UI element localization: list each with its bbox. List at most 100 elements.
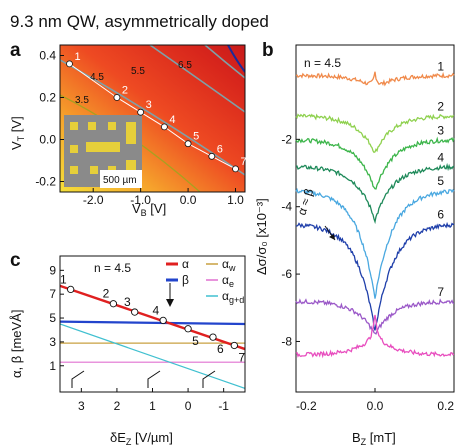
alpha-point bbox=[184, 325, 192, 333]
panel-c-xlabel: δEZ [V/µm] bbox=[110, 430, 173, 447]
gate-point-label: 1 bbox=[74, 51, 80, 63]
panel-c-annotation: n = 4.5 bbox=[94, 261, 131, 275]
gate-point bbox=[137, 108, 145, 116]
panel-a-points: 1 2 3 4 5 6 7 bbox=[66, 51, 247, 173]
y-tick-label: 0.4 bbox=[39, 49, 56, 63]
y-tick-label: -6 bbox=[281, 267, 292, 281]
curve-label: 3 bbox=[437, 123, 444, 137]
contour-line-5-5 bbox=[149, 45, 245, 113]
legend-label: αe bbox=[222, 273, 234, 289]
panel-b-letter: b bbox=[262, 40, 274, 61]
line-beta bbox=[60, 320, 245, 326]
y-tick-label: -8 bbox=[281, 334, 292, 348]
gate-point bbox=[208, 152, 216, 160]
panel-c-lines bbox=[60, 284, 245, 389]
alpha-point-label: 5 bbox=[192, 334, 199, 348]
y-tick-label: 5 bbox=[49, 311, 56, 325]
alpha-point-label: 7 bbox=[238, 350, 245, 364]
gate-point-label: 5 bbox=[193, 131, 199, 143]
gate-point bbox=[66, 60, 73, 68]
x-tick-label: -1.0 bbox=[130, 193, 151, 207]
figure-title: 9.3 nm QW, asymmetrically doped bbox=[10, 12, 269, 31]
x-tick-label: -0.2 bbox=[296, 399, 317, 413]
x-tick-label: 0.2 bbox=[437, 399, 454, 413]
gate-point bbox=[184, 140, 192, 148]
contour-label-3-5: 3.5 bbox=[75, 95, 89, 106]
alpha-point-label: 3 bbox=[124, 295, 131, 309]
curve-label: 2 bbox=[437, 100, 444, 114]
mc-curve bbox=[295, 136, 455, 190]
alpha-point bbox=[230, 341, 238, 350]
alpha-point bbox=[209, 333, 217, 341]
panel-a-axes: -2.0 -1.0 0.0 1.0 0.4 0.2 0.0 -0.2 bbox=[35, 49, 244, 208]
y-tick-label: 0.2 bbox=[39, 91, 56, 105]
x-tick-label: -1 bbox=[218, 399, 229, 413]
panel-b-annotation: n = 4.5 bbox=[304, 56, 341, 70]
alpha-point-label: 4 bbox=[152, 303, 159, 317]
contour-label-5-5: 5.5 bbox=[131, 66, 145, 77]
band-sketch-3 bbox=[202, 370, 216, 388]
y-tick-label: 7 bbox=[49, 287, 56, 301]
mc-curve bbox=[295, 162, 455, 225]
x-tick-label: 0 bbox=[185, 399, 192, 413]
x-tick-label: 1.0 bbox=[227, 193, 244, 207]
alpha-point-label: 1 bbox=[60, 272, 67, 286]
gate-point-label: 2 bbox=[122, 85, 128, 97]
y-tick-label: -0.2 bbox=[35, 175, 56, 189]
x-tick-label: -2.0 bbox=[83, 193, 104, 207]
panel-a-ylabel: VT [V] bbox=[9, 116, 26, 150]
x-tick-label: 3 bbox=[78, 399, 85, 413]
legend-label: αw bbox=[222, 257, 236, 273]
alpha-point-label: 6 bbox=[217, 342, 224, 356]
alpha-point-label: 2 bbox=[103, 287, 110, 301]
gate-point-label: 3 bbox=[146, 99, 152, 111]
panel-c-ylabel: α, β [meVÅ] bbox=[9, 310, 24, 378]
mc-curve bbox=[295, 221, 455, 331]
gate-point-label: 7 bbox=[241, 156, 247, 168]
panel-a: a 500 µm bbox=[9, 40, 247, 218]
y-tick-label: 3 bbox=[49, 335, 56, 349]
alpha-point bbox=[131, 308, 139, 316]
band-sketch-2 bbox=[147, 370, 161, 388]
panel-a-frame bbox=[59, 44, 246, 193]
alpha-point bbox=[109, 300, 118, 308]
gate-point bbox=[160, 123, 168, 131]
gate-point bbox=[232, 165, 239, 173]
panel-b-axes: -0.2 0.0 0.2 -2 -4 -6 -8 bbox=[281, 132, 455, 413]
mc-curve bbox=[295, 113, 455, 154]
alpha-point bbox=[159, 316, 167, 325]
x-tick-label: 2 bbox=[114, 399, 121, 413]
legend-label: αg+d bbox=[222, 289, 244, 305]
legend-label: α bbox=[182, 257, 189, 271]
band-sketch-1 bbox=[71, 370, 85, 388]
contour-line-outer bbox=[227, 45, 245, 73]
panel-b-xlabel: BZ [mT] bbox=[352, 430, 396, 447]
panel-b-ylabel: Δσ/σ₀ [x10⁻³] bbox=[254, 198, 269, 275]
y-tick-label: -2 bbox=[281, 132, 292, 146]
panel-b-curves: 1 2 3 4 5 6 7 bbox=[295, 59, 455, 359]
mc-curve bbox=[295, 71, 455, 87]
y-tick-label: 1 bbox=[49, 359, 56, 373]
curve-label: 5 bbox=[437, 174, 444, 188]
contour-label-6-5: 6.5 bbox=[178, 60, 192, 71]
gate-point-label: 4 bbox=[169, 114, 175, 126]
arrow-head-icon bbox=[329, 234, 335, 240]
curve-label: 6 bbox=[437, 208, 444, 222]
mc-curve bbox=[295, 314, 455, 359]
panel-a-letter: a bbox=[10, 40, 21, 61]
alpha-point bbox=[67, 285, 75, 294]
panel-c-letter: c bbox=[10, 250, 21, 271]
y-tick-label: 0.0 bbox=[39, 133, 56, 147]
y-tick-label: 9 bbox=[49, 263, 56, 277]
x-tick-label: 0.0 bbox=[180, 193, 197, 207]
x-tick-label: 1 bbox=[149, 399, 156, 413]
contour-line-6-5 bbox=[204, 45, 245, 79]
panel-a-xlabel: VB [V] bbox=[132, 201, 166, 218]
line-alpha-gd bbox=[60, 323, 245, 389]
